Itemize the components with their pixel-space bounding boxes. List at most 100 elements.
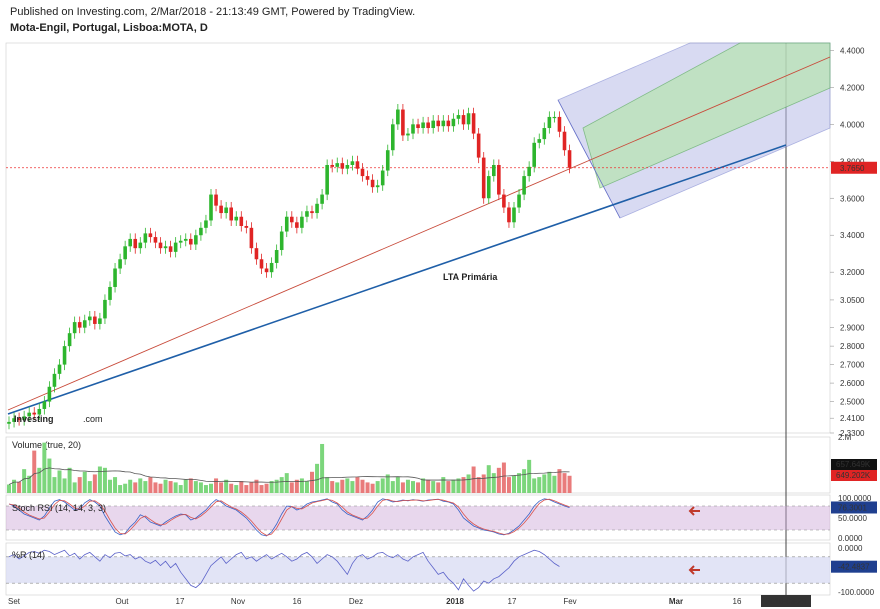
volume-bar-55 bbox=[284, 473, 289, 493]
volume-bar-69 bbox=[355, 477, 360, 493]
x-tick-5: Dez bbox=[349, 597, 363, 606]
median-line bbox=[7, 56, 831, 411]
candle-34 bbox=[178, 240, 183, 243]
candle-38 bbox=[199, 227, 203, 236]
candle-10 bbox=[57, 364, 62, 374]
candle-88 bbox=[451, 118, 456, 127]
candle-13 bbox=[72, 322, 77, 334]
volume-bar-108 bbox=[552, 475, 557, 493]
volume-bar-50 bbox=[259, 485, 264, 493]
volume-bar-92 bbox=[471, 466, 476, 493]
candle-42 bbox=[219, 205, 223, 214]
volume-bar-105 bbox=[537, 477, 542, 493]
candle-80 bbox=[411, 124, 415, 134]
candle-96 bbox=[492, 164, 496, 177]
candle-48 bbox=[249, 227, 254, 249]
volume-bar-56 bbox=[289, 482, 294, 493]
price-tick-10: 2.7000 bbox=[840, 361, 865, 370]
volume-bar-84 bbox=[431, 481, 436, 493]
candle-4 bbox=[27, 412, 31, 417]
volume-bar-22 bbox=[118, 485, 123, 493]
volume-bar-14 bbox=[77, 477, 82, 493]
candle-19 bbox=[103, 299, 107, 319]
volume-bar-16 bbox=[87, 481, 92, 493]
candle-27 bbox=[143, 233, 148, 243]
volume-max-tick: 2.M bbox=[838, 433, 852, 442]
volume-bar-60 bbox=[310, 471, 314, 493]
volume-bar-8 bbox=[47, 458, 52, 493]
volume-bar-63 bbox=[325, 477, 330, 493]
candle-60 bbox=[310, 211, 314, 214]
candle-94 bbox=[481, 157, 486, 199]
candle-83 bbox=[426, 122, 430, 129]
volume-value-2: 649.202K bbox=[836, 471, 871, 480]
volume-bar-9 bbox=[52, 477, 57, 493]
volume-bar-6 bbox=[37, 467, 42, 493]
volume-bar-48 bbox=[249, 482, 254, 493]
candle-109 bbox=[557, 116, 562, 132]
volume-bar-27 bbox=[143, 481, 148, 493]
stoch-tick-0: 100.0000 bbox=[838, 494, 872, 503]
volume-bar-59 bbox=[304, 481, 309, 493]
volume-bar-45 bbox=[234, 485, 239, 493]
candle-75 bbox=[385, 150, 390, 171]
volume-bar-38 bbox=[198, 482, 203, 493]
volume-bar-94 bbox=[481, 474, 486, 493]
candle-5 bbox=[32, 412, 37, 415]
volume-bar-35 bbox=[183, 479, 188, 493]
price-tick-11: 2.6000 bbox=[840, 379, 865, 388]
candle-23 bbox=[123, 246, 127, 260]
volume-bar-33 bbox=[173, 482, 178, 493]
candle-3 bbox=[22, 416, 26, 421]
volume-bar-82 bbox=[421, 478, 426, 493]
candle-43 bbox=[224, 207, 228, 214]
x-tick-1: Out bbox=[116, 597, 130, 606]
volume-bar-72 bbox=[370, 483, 375, 493]
candle-100 bbox=[512, 207, 516, 223]
volume-bar-86 bbox=[441, 477, 446, 493]
volume-bar-42 bbox=[219, 482, 224, 493]
volume-bar-89 bbox=[456, 478, 461, 493]
candle-101 bbox=[517, 194, 521, 208]
x-tick-4: 16 bbox=[293, 597, 302, 606]
candle-51 bbox=[264, 268, 269, 273]
candle-91 bbox=[466, 113, 471, 125]
stoch-title: Stoch RSI (14, 14, 3, 3) bbox=[12, 503, 106, 513]
candle-73 bbox=[375, 185, 380, 188]
stoch-arrow bbox=[688, 506, 700, 516]
candle-76 bbox=[391, 124, 395, 151]
volume-bar-95 bbox=[486, 465, 491, 493]
candle-95 bbox=[486, 176, 491, 199]
x-tick-8: Fev bbox=[563, 597, 576, 606]
candle-57 bbox=[295, 222, 299, 228]
candle-46 bbox=[239, 216, 244, 226]
volume-bar-98 bbox=[501, 462, 506, 493]
candle-62 bbox=[320, 194, 324, 204]
volume-bar-52 bbox=[269, 481, 274, 493]
volume-bar-41 bbox=[214, 478, 219, 493]
volume-bar-104 bbox=[532, 478, 537, 493]
stoch-badge bbox=[831, 501, 877, 514]
candle-9 bbox=[52, 373, 57, 387]
volume-bar-19 bbox=[102, 467, 107, 493]
candle-14 bbox=[77, 322, 82, 328]
volume-bar-96 bbox=[491, 473, 496, 493]
volume-bar-51 bbox=[264, 483, 269, 493]
candle-68 bbox=[350, 161, 355, 165]
x-tick-9: Mar bbox=[669, 597, 683, 606]
price-tick-6: 3.2000 bbox=[840, 268, 865, 277]
x-tick-6: 2018 bbox=[446, 597, 464, 606]
volume-bar-23 bbox=[123, 483, 128, 493]
investing-logo: Investing bbox=[14, 414, 54, 424]
wr-line bbox=[8, 549, 560, 592]
volume-bar-61 bbox=[315, 463, 320, 493]
volume-bar-2 bbox=[17, 481, 22, 493]
volume-bar-57 bbox=[294, 479, 299, 493]
candle-49 bbox=[254, 248, 259, 260]
volume-bar-100 bbox=[512, 475, 516, 493]
candle-7 bbox=[42, 401, 47, 409]
volume-bar-11 bbox=[62, 478, 67, 493]
volume-bar-74 bbox=[380, 478, 385, 493]
lta-annotation: LTA Primária bbox=[443, 272, 498, 282]
